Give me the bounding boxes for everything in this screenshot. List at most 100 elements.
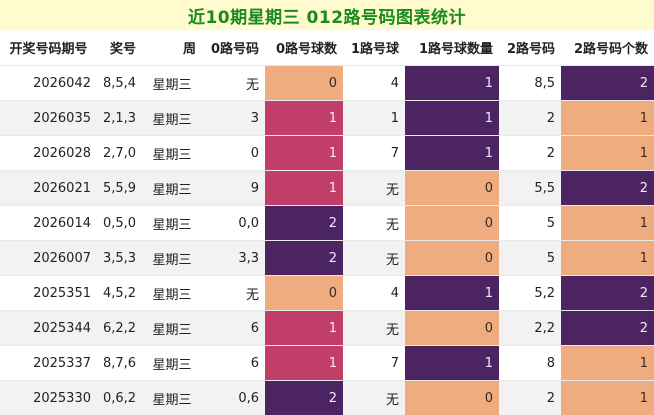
issue-cell: 2025351 [0,276,97,311]
numbers-cell: 0,5,0 [97,206,142,241]
numbers-cell: 6,2,2 [97,311,142,346]
stats-table: 开奖号码期号 奖号 周 0路号码 0路号球数 1路号球 1路号球数量 2路号码 … [0,30,654,415]
route1-numbers-cell: 4 [343,66,405,101]
route1-count-cell: 1 [405,276,499,311]
route2-count-cell: 1 [561,101,654,136]
route2-count-cell: 1 [561,206,654,241]
week-cell: 星期三 [142,136,202,171]
route2-numbers-cell: 2 [499,381,561,415]
numbers-cell: 2,7,0 [97,136,142,171]
issue-cell: 2025337 [0,346,97,381]
route1-count-cell: 1 [405,136,499,171]
route0-count-cell: 2 [265,381,343,415]
issue-cell: 2025344 [0,311,97,346]
route0-count-cell: 2 [265,241,343,276]
route0-numbers-cell: 无 [202,66,265,101]
week-cell: 星期三 [142,241,202,276]
header-route0-numbers: 0路号码 [202,30,265,66]
route2-numbers-cell: 2 [499,136,561,171]
route2-count-cell: 1 [561,381,654,415]
route0-count-cell: 1 [265,171,343,206]
route1-numbers-cell: 无 [343,311,405,346]
route1-numbers-cell: 4 [343,276,405,311]
issue-cell: 2026014 [0,206,97,241]
route0-numbers-cell: 3 [202,101,265,136]
issue-cell: 2026021 [0,171,97,206]
week-cell: 星期三 [142,101,202,136]
route1-numbers-cell: 7 [343,136,405,171]
week-cell: 星期三 [142,66,202,101]
week-cell: 星期三 [142,276,202,311]
route0-numbers-cell: 无 [202,276,265,311]
route2-numbers-cell: 5 [499,206,561,241]
issue-cell: 2026007 [0,241,97,276]
route0-count-cell: 1 [265,311,343,346]
route0-numbers-cell: 6 [202,311,265,346]
route0-count-cell: 0 [265,66,343,101]
header-numbers: 奖号 [97,30,142,66]
route0-numbers-cell: 6 [202,346,265,381]
issue-cell: 2025330 [0,381,97,415]
issue-cell: 2026028 [0,136,97,171]
numbers-cell: 8,5,4 [97,66,142,101]
header-issue: 开奖号码期号 [0,30,97,66]
week-cell: 星期三 [142,206,202,241]
route2-count-cell: 2 [561,311,654,346]
route0-numbers-cell: 9 [202,171,265,206]
week-cell: 星期三 [142,346,202,381]
header-route2-numbers: 2路号码 [499,30,561,66]
route1-numbers-cell: 无 [343,241,405,276]
week-cell: 星期三 [142,171,202,206]
route0-count-cell: 1 [265,136,343,171]
route2-numbers-cell: 5,2 [499,276,561,311]
route2-count-cell: 1 [561,241,654,276]
route2-numbers-cell: 5,5 [499,171,561,206]
route1-count-cell: 0 [405,311,499,346]
route1-numbers-cell: 无 [343,381,405,415]
header-route1-numbers: 1路号球 [343,30,405,66]
numbers-cell: 8,7,6 [97,346,142,381]
route0-count-cell: 1 [265,101,343,136]
numbers-cell: 0,6,2 [97,381,142,415]
route2-numbers-cell: 8 [499,346,561,381]
route2-count-cell: 2 [561,171,654,206]
header-row: 开奖号码期号 奖号 周 0路号码 0路号球数 1路号球 1路号球数量 2路号码 … [0,30,654,66]
header-route0-count: 0路号球数 [265,30,343,66]
route2-numbers-cell: 2 [499,101,561,136]
route2-numbers-cell: 5 [499,241,561,276]
route1-numbers-cell: 无 [343,206,405,241]
route2-count-cell: 2 [561,66,654,101]
table-title: 近10期星期三 012路号码图表统计 [0,0,654,30]
route0-numbers-cell: 3,3 [202,241,265,276]
week-cell: 星期三 [142,311,202,346]
numbers-cell: 2,1,3 [97,101,142,136]
route1-count-cell: 0 [405,241,499,276]
route0-numbers-cell: 0,6 [202,381,265,415]
route0-count-cell: 2 [265,206,343,241]
numbers-cell: 4,5,2 [97,276,142,311]
header-route2-count: 2路号码个数 [561,30,654,66]
route2-count-cell: 2 [561,276,654,311]
issue-cell: 2026042 [0,66,97,101]
route0-count-cell: 1 [265,346,343,381]
route0-count-cell: 0 [265,276,343,311]
route2-numbers-cell: 2,2 [499,311,561,346]
issue-cell: 2026035 [0,101,97,136]
week-cell: 星期三 [142,381,202,415]
numbers-cell: 5,5,9 [97,171,142,206]
route1-count-cell: 0 [405,171,499,206]
route1-count-cell: 1 [405,101,499,136]
route1-numbers-cell: 无 [343,171,405,206]
route1-count-cell: 1 [405,66,499,101]
route0-numbers-cell: 0,0 [202,206,265,241]
